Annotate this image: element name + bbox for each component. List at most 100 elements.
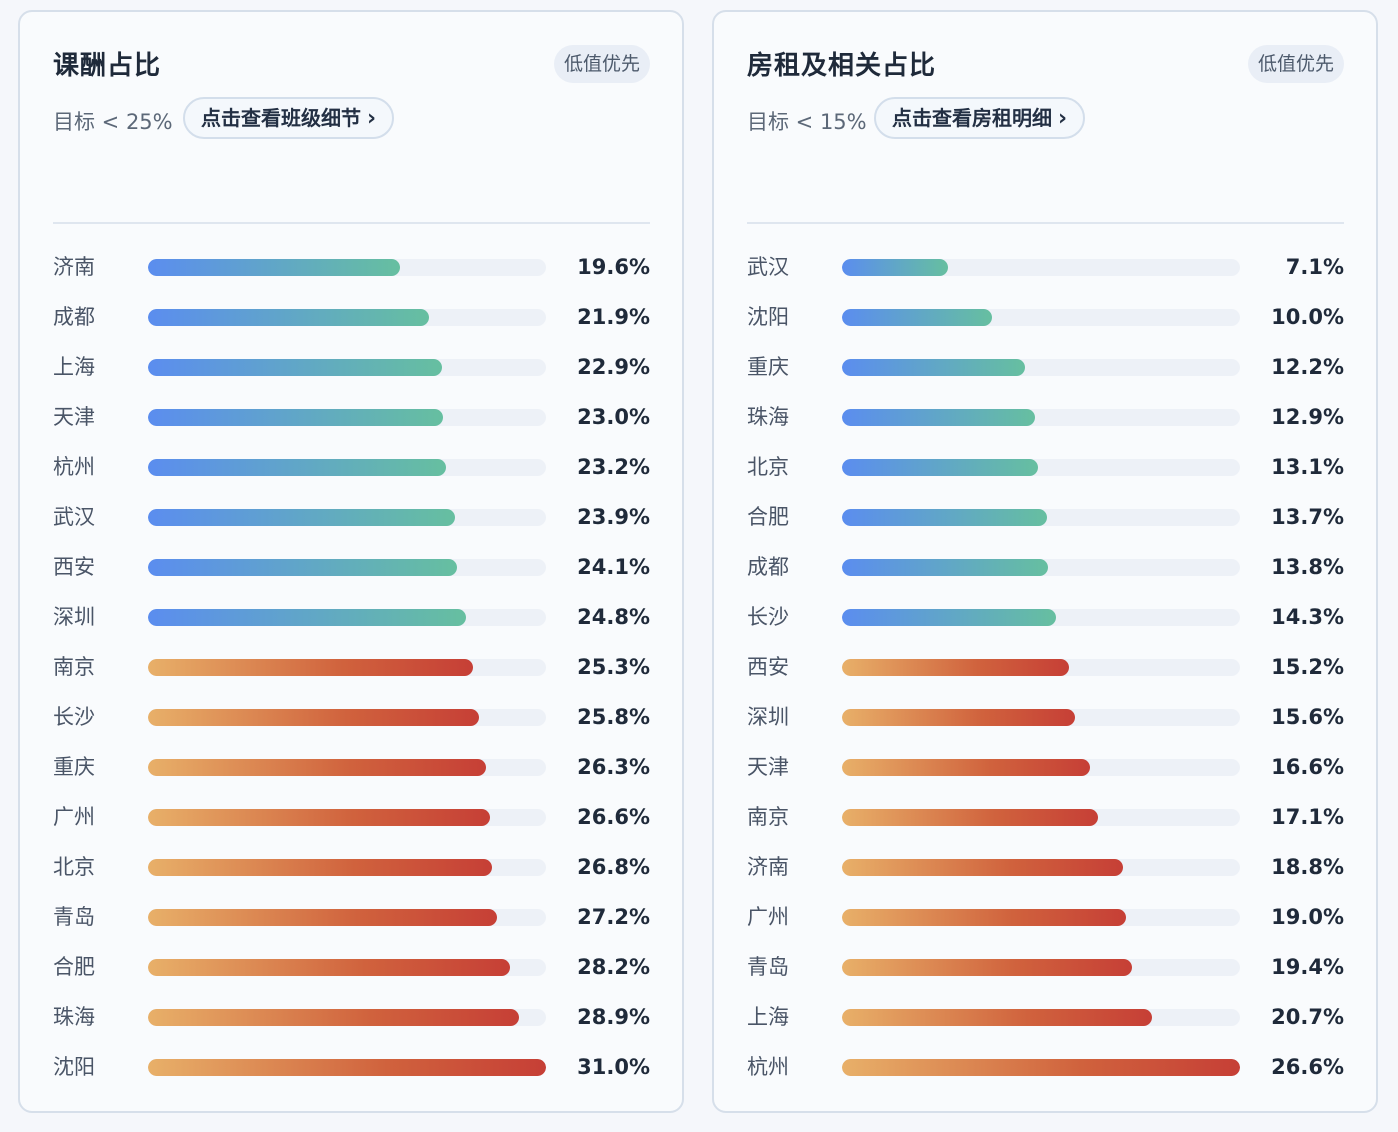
city-label: 沈阳 bbox=[53, 1055, 95, 1079]
bar-row: 沈阳 10.0% bbox=[747, 302, 1344, 332]
bar-track bbox=[842, 609, 1240, 626]
bar bbox=[148, 409, 444, 426]
city-label: 广州 bbox=[747, 905, 789, 929]
bar bbox=[148, 909, 498, 926]
city-label: 青岛 bbox=[53, 905, 95, 929]
value-label: 12.2% bbox=[1271, 355, 1344, 379]
value-label: 13.1% bbox=[1271, 455, 1344, 479]
city-label: 成都 bbox=[747, 555, 789, 579]
bar bbox=[148, 559, 458, 576]
bar-track bbox=[148, 409, 546, 426]
bar-track bbox=[148, 359, 546, 376]
bar-track bbox=[148, 309, 546, 326]
salary-ratio-card: 课酬占比 低值优先 目标 < 25% 点击查看班级细节 › 济南 19.6% 成都 21… bbox=[18, 10, 684, 1113]
view-class-details-button[interactable]: 点击查看班级细节 › bbox=[183, 97, 395, 139]
bar bbox=[148, 759, 486, 776]
value-label: 24.8% bbox=[577, 605, 650, 629]
bar-track bbox=[148, 659, 546, 676]
bar-track bbox=[148, 509, 546, 526]
bar-row: 上海 20.7% bbox=[747, 1002, 1344, 1032]
bar-track bbox=[842, 1009, 1240, 1026]
value-label: 28.2% bbox=[577, 955, 650, 979]
city-label: 合肥 bbox=[747, 505, 789, 529]
divider bbox=[53, 222, 650, 224]
bar-row: 西安 24.1% bbox=[53, 552, 650, 582]
bar-track bbox=[148, 1059, 546, 1076]
bar bbox=[842, 309, 992, 326]
value-label: 23.2% bbox=[577, 455, 650, 479]
bar-track bbox=[842, 659, 1240, 676]
bar-track bbox=[148, 809, 546, 826]
bar bbox=[148, 309, 430, 326]
bar-row: 长沙 14.3% bbox=[747, 602, 1344, 632]
bar bbox=[148, 1009, 520, 1026]
value-label: 19.0% bbox=[1271, 905, 1344, 929]
city-label: 杭州 bbox=[53, 455, 95, 479]
bar bbox=[842, 459, 1038, 476]
card-title: 房租及相关占比 bbox=[747, 51, 937, 81]
city-label: 北京 bbox=[53, 855, 95, 879]
value-label: 13.8% bbox=[1271, 555, 1344, 579]
bar-row: 沈阳 31.0% bbox=[53, 1052, 650, 1082]
value-label: 23.0% bbox=[577, 405, 650, 429]
bar bbox=[148, 959, 511, 976]
city-label: 长沙 bbox=[747, 605, 789, 629]
value-label: 24.1% bbox=[577, 555, 650, 579]
bar-row: 深圳 24.8% bbox=[53, 602, 650, 632]
value-label: 17.1% bbox=[1271, 805, 1344, 829]
bar-row: 重庆 26.3% bbox=[53, 752, 650, 782]
bar-track bbox=[148, 759, 546, 776]
bar-row: 成都 13.8% bbox=[747, 552, 1344, 582]
bar bbox=[148, 259, 400, 276]
city-label: 天津 bbox=[53, 405, 95, 429]
value-label: 26.6% bbox=[577, 805, 650, 829]
bar-row: 重庆 12.2% bbox=[747, 352, 1344, 382]
city-label: 合肥 bbox=[53, 955, 95, 979]
button-label: 点击查看班级细节 bbox=[201, 106, 361, 130]
bar bbox=[148, 709, 480, 726]
city-label: 上海 bbox=[747, 1005, 789, 1029]
city-label: 武汉 bbox=[53, 505, 95, 529]
bar-track bbox=[148, 1009, 546, 1026]
bar-row: 天津 16.6% bbox=[747, 752, 1344, 782]
chevron-right-icon: › bbox=[367, 106, 377, 131]
value-label: 21.9% bbox=[577, 305, 650, 329]
bar bbox=[148, 359, 442, 376]
value-label: 15.6% bbox=[1271, 705, 1344, 729]
bar-track bbox=[148, 459, 546, 476]
bar-track bbox=[842, 409, 1240, 426]
value-label: 26.3% bbox=[577, 755, 650, 779]
bar-row: 北京 26.8% bbox=[53, 852, 650, 882]
city-label: 广州 bbox=[53, 805, 95, 829]
bar bbox=[842, 509, 1047, 526]
bar bbox=[842, 609, 1056, 626]
city-label: 珠海 bbox=[747, 405, 789, 429]
bar-row: 济南 18.8% bbox=[747, 852, 1344, 882]
bar bbox=[842, 859, 1124, 876]
bar-row: 杭州 26.6% bbox=[747, 1052, 1344, 1082]
bar-row: 上海 22.9% bbox=[53, 352, 650, 382]
bar-track bbox=[842, 959, 1240, 976]
bar bbox=[842, 559, 1049, 576]
bar-row: 珠海 28.9% bbox=[53, 1002, 650, 1032]
view-rent-details-button[interactable]: 点击查看房租明细 › bbox=[874, 97, 1086, 139]
bar-row: 北京 13.1% bbox=[747, 452, 1344, 482]
city-label: 成都 bbox=[53, 305, 95, 329]
low-value-first-badge: 低值优先 bbox=[1247, 45, 1344, 83]
value-label: 25.8% bbox=[577, 705, 650, 729]
city-label: 天津 bbox=[747, 755, 789, 779]
value-label: 14.3% bbox=[1271, 605, 1344, 629]
bar-track bbox=[842, 759, 1240, 776]
bar-row: 杭州 23.2% bbox=[53, 452, 650, 482]
bar-row: 天津 23.0% bbox=[53, 402, 650, 432]
value-label: 26.8% bbox=[577, 855, 650, 879]
bar-track bbox=[148, 259, 546, 276]
bar bbox=[842, 409, 1035, 426]
bar-row: 广州 19.0% bbox=[747, 902, 1344, 932]
card-title: 课酬占比 bbox=[53, 51, 162, 81]
bar bbox=[148, 459, 446, 476]
value-label: 22.9% bbox=[577, 355, 650, 379]
value-label: 15.2% bbox=[1271, 655, 1344, 679]
divider bbox=[747, 222, 1344, 224]
bar bbox=[842, 659, 1070, 676]
